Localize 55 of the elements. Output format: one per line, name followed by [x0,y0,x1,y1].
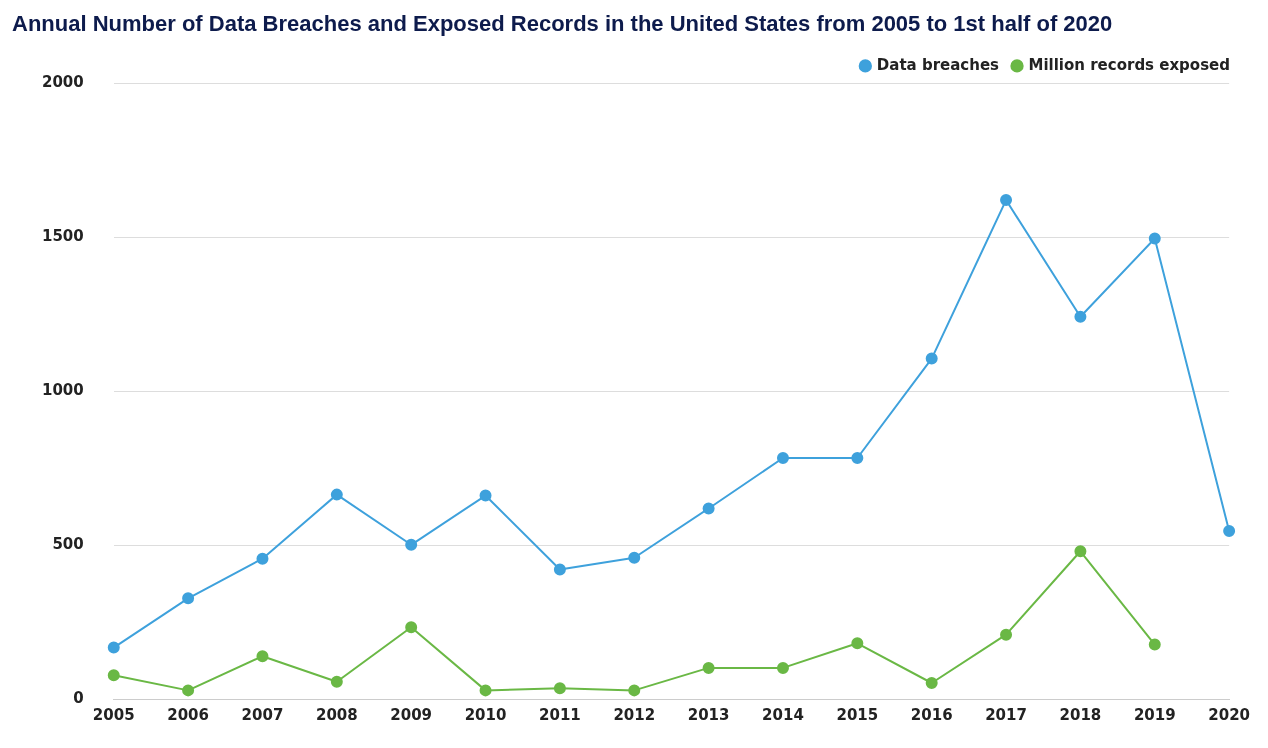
point [256,552,269,565]
point [702,661,715,674]
point [405,538,418,551]
x-tick-label: 2007 [241,705,284,724]
legend-label: Data breaches [876,55,1000,74]
x-tick-label: 2005 [92,705,135,724]
x-tick-label: 2017 [985,705,1027,724]
point [1148,638,1161,651]
x-tick-label: 2009 [390,705,433,724]
point [925,352,938,365]
point [107,669,120,682]
x-tick-label: 2020 [1208,705,1250,724]
point [925,676,938,689]
y-tick-label: 1500 [42,227,84,246]
point [1074,310,1087,323]
point [330,488,343,501]
point [479,489,492,502]
point [1148,232,1161,245]
x-tick-label: 2013 [687,705,730,724]
point [182,684,195,697]
x-tick-label: 2012 [613,705,656,724]
point [553,563,566,576]
y-tick-label: 2000 [42,73,84,92]
point [776,451,789,464]
legend-label: Million records exposed [1028,55,1230,74]
x-tick-label: 2015 [836,705,879,724]
y-tick-label: 500 [52,534,84,553]
x-tick-label: 2008 [315,705,358,724]
point [851,451,864,464]
x-tick-label: 2016 [910,705,953,724]
point [1000,628,1013,641]
point [330,675,343,688]
point [479,684,492,697]
chart-title: Annual Number of Data Breaches and Exposed Records in the United States from 2005 to 1st half of 2020 [12,11,1113,37]
y-tick-label: 0 [73,688,84,707]
point [256,650,269,663]
point [851,637,864,650]
point [1223,524,1236,537]
x-tick-label: 2014 [762,705,804,724]
point [628,551,641,564]
point [182,592,195,605]
point [1074,545,1087,558]
x-tick-label: 2019 [1133,705,1176,724]
x-tick-label: 2006 [167,705,209,724]
x-tick-label: 2018 [1059,705,1102,724]
point [776,661,789,674]
point [405,621,418,634]
point [702,502,715,515]
point [107,641,120,654]
x-tick-label: 2010 [464,705,507,724]
point [628,684,641,697]
point [1000,194,1013,207]
y-tick-label: 1000 [42,381,84,400]
point [553,682,566,695]
x-tick-label: 2011 [539,705,581,724]
